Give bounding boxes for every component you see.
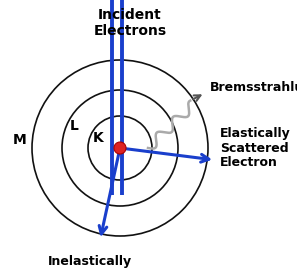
Text: Elastically
Scattered
Electron: Elastically Scattered Electron (220, 126, 291, 169)
Text: L: L (69, 119, 78, 133)
Text: K: K (93, 131, 103, 145)
Text: Bremsstrahlung: Bremsstrahlung (210, 82, 297, 94)
Text: Inelastically
Scattered Electron: Inelastically Scattered Electron (25, 255, 155, 269)
Text: M: M (13, 133, 27, 147)
Text: Incident
Electrons: Incident Electrons (94, 8, 167, 38)
Circle shape (114, 142, 126, 154)
